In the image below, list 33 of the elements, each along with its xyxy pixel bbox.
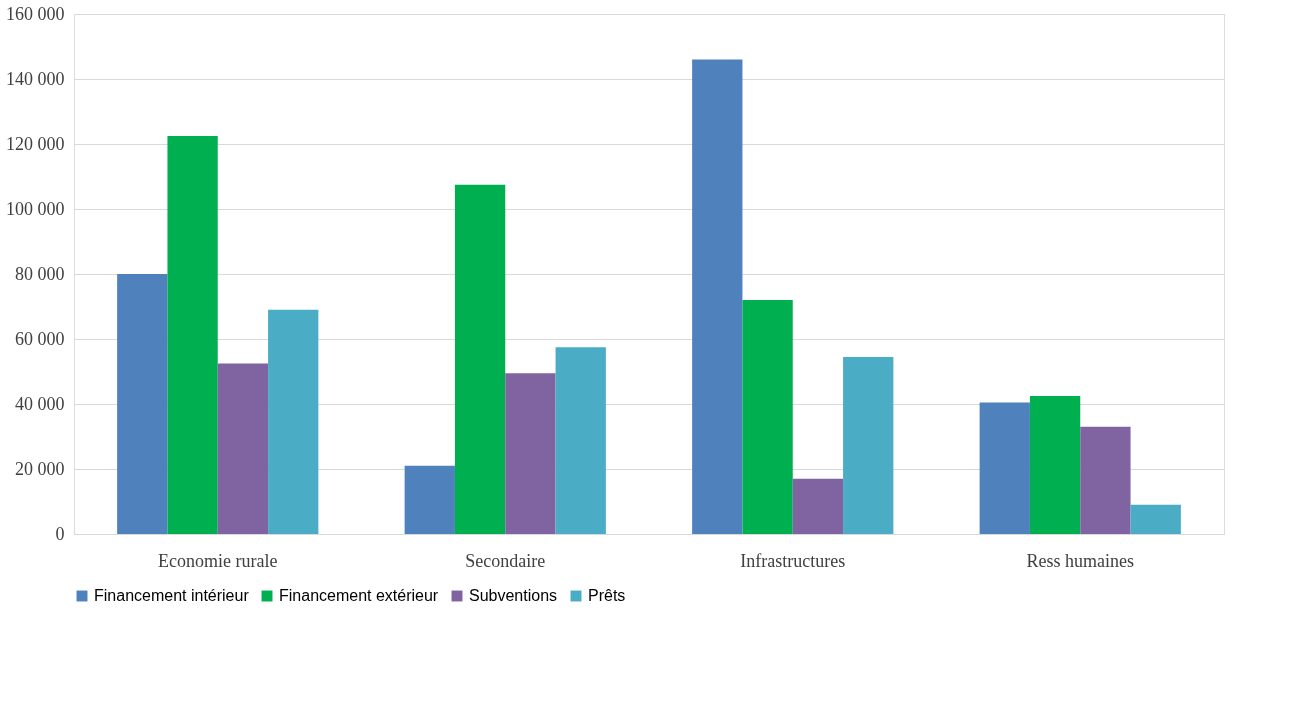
legend-label: Financement extérieur [279,587,439,604]
x-tick-label: Ress humaines [1026,550,1134,571]
y-tick-label: 40 000 [15,393,65,414]
bar [505,373,556,534]
y-tick-label: 80 000 [15,263,65,284]
legend-label: Financement intérieur [94,587,250,604]
bar [404,465,455,534]
bar [742,300,793,534]
y-tick-label: 100 000 [6,198,65,219]
x-tick-label: Infrastructures [740,550,846,571]
bar [555,347,606,534]
bar [792,478,844,534]
bar [167,135,218,534]
y-tick-label: 160 000 [6,3,65,24]
bar [1080,426,1131,534]
legend-label: Prêts [588,587,626,604]
bar [117,274,168,534]
bar [268,309,319,534]
y-tick-label: 120 000 [6,133,65,154]
legend-label: Subventions [469,587,558,604]
bar [979,402,1030,534]
x-tick-label: Secondaire [465,550,546,571]
y-tick-label: 20 000 [15,458,65,479]
bar [1130,504,1181,534]
bar [692,59,743,534]
x-tick-label: Economie rurale [158,550,278,571]
bar [217,363,269,534]
bar [454,184,506,534]
y-tick-label: 0 [55,523,65,544]
bar [1029,395,1081,534]
y-tick-label: 60 000 [15,328,65,349]
y-tick-label: 140 000 [6,68,65,89]
bar [843,356,894,534]
